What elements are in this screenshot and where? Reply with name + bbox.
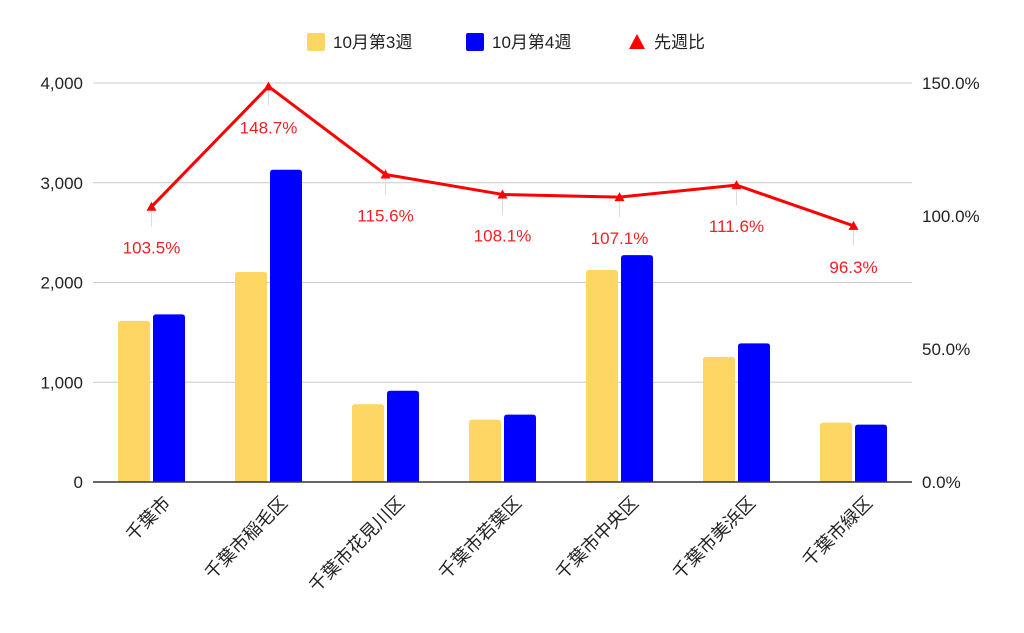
left-tick-label: 0 — [74, 473, 83, 492]
category-label: 千葉市花見川区 — [305, 493, 408, 596]
bar — [504, 414, 536, 482]
bar — [621, 255, 653, 482]
bar — [738, 343, 770, 482]
left-tick-label: 2,000 — [40, 274, 83, 293]
data-label: 107.1% — [591, 229, 649, 248]
right-tick-label: 150.0% — [922, 74, 980, 93]
data-label: 111.6% — [709, 217, 764, 236]
line-point — [731, 180, 742, 190]
legend-label: 10月第4週 — [492, 33, 571, 52]
right-axis-ticks: 0.0% 50.0% 100.0% 150.0% — [922, 74, 980, 492]
gridlines — [93, 82, 912, 383]
line-point — [614, 192, 625, 202]
bar — [855, 424, 887, 482]
line-point — [146, 201, 157, 211]
bar-series — [118, 169, 887, 482]
legend-swatch — [307, 33, 325, 51]
legend-label: 10月第3週 — [333, 33, 412, 52]
right-tick-label: 100.0% — [922, 207, 980, 226]
legend: 10月第3週 10月第4週 先週比 — [307, 33, 705, 52]
legend-swatch — [629, 34, 645, 49]
data-label: 103.5% — [123, 239, 181, 258]
bar — [387, 390, 419, 482]
right-tick-label: 50.0% — [922, 340, 970, 359]
category-label: 千葉市中央区 — [552, 493, 643, 584]
bar — [153, 314, 185, 482]
data-label: 148.7% — [240, 118, 298, 137]
data-label: 108.1% — [474, 226, 532, 245]
left-tick-label: 4,000 — [40, 74, 83, 93]
category-label: 千葉市美浜区 — [669, 493, 760, 584]
bar — [586, 270, 618, 482]
legend-label: 先週比 — [654, 33, 705, 52]
line-point — [848, 220, 859, 230]
category-label: 千葉市 — [122, 493, 174, 545]
bar — [118, 320, 150, 482]
bar — [352, 404, 384, 482]
data-label: 96.3% — [829, 258, 877, 277]
line-point — [263, 81, 274, 91]
right-tick-label: 0.0% — [922, 473, 961, 492]
bar — [270, 169, 302, 482]
left-tick-label: 1,000 — [40, 373, 83, 392]
line-point — [497, 189, 508, 199]
left-tick-label: 3,000 — [40, 174, 83, 193]
bar — [703, 356, 735, 482]
line-point — [380, 169, 391, 179]
data-label: 115.6% — [357, 207, 413, 226]
bar — [469, 419, 501, 482]
category-label: 千葉市緑区 — [799, 493, 877, 571]
category-labels: 千葉市 千葉市稲毛区 千葉市花見川区 千葉市若葉区 千葉市中央区 千葉市美浜区 千葉市緑区 — [122, 493, 876, 596]
bar — [820, 422, 852, 482]
legend-swatch — [466, 33, 484, 51]
category-label: 千葉市若葉区 — [435, 493, 526, 584]
category-label: 千葉市稲毛区 — [201, 493, 292, 584]
bar — [235, 272, 267, 482]
line-series: 103.5% 148.7% 115.6% 108.1% 107.1% 111.6% 96.3… — [123, 81, 878, 277]
left-axis-ticks: 0 1,000 2,000 3,000 4,000 — [40, 74, 83, 492]
